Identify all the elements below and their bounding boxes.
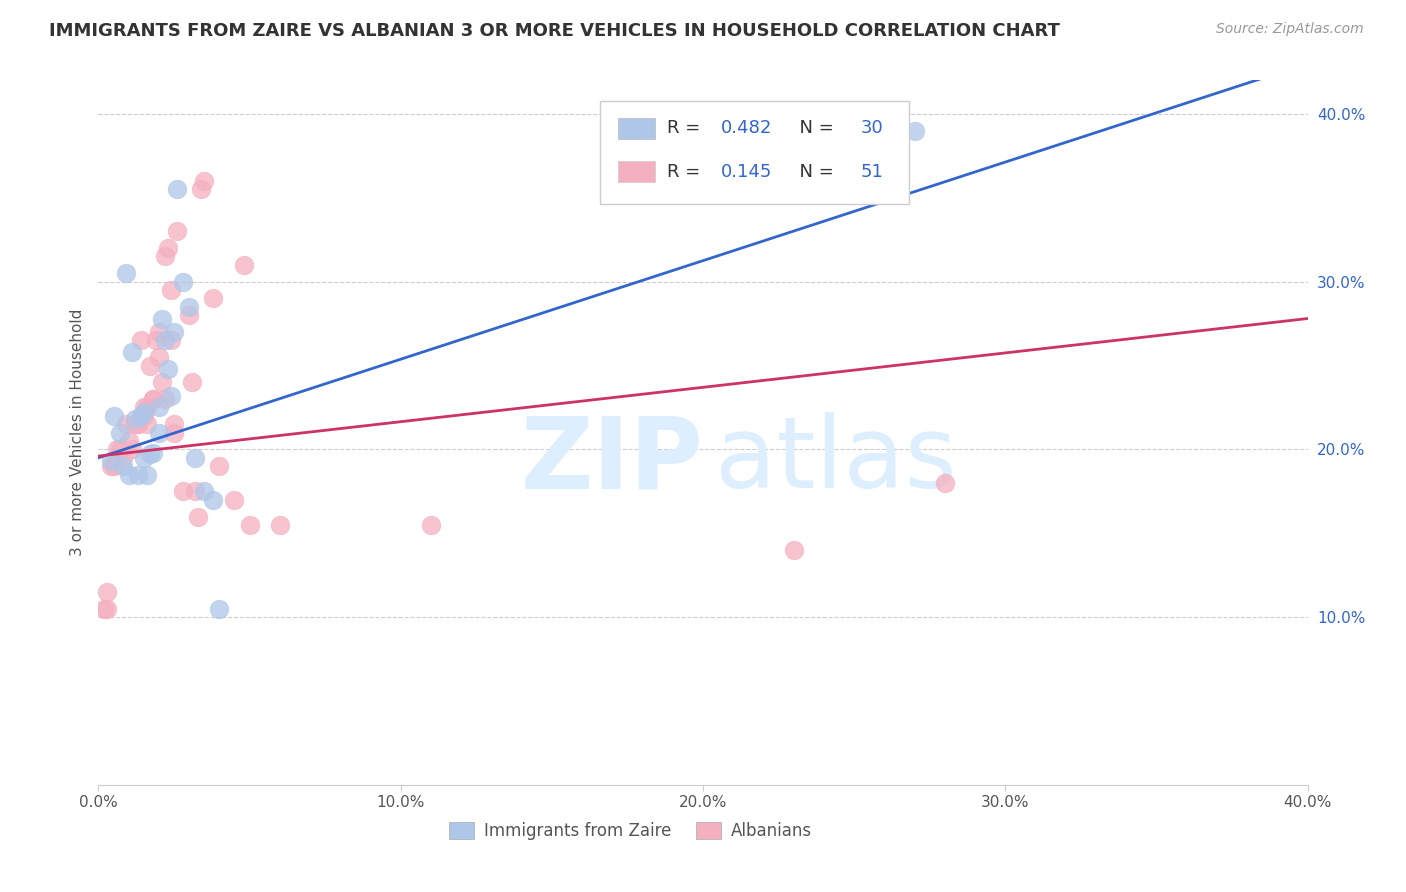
Text: R =: R = (666, 120, 706, 137)
Point (132, 401, 155, 415)
Point (783, 543, 806, 558)
Text: atlas: atlas (716, 412, 956, 509)
Point (105, 442, 128, 457)
Point (150, 376, 173, 390)
Point (135, 467, 157, 482)
Point (153, 334, 176, 348)
Point (420, 517, 443, 532)
FancyBboxPatch shape (619, 118, 655, 139)
Point (148, 350, 170, 364)
Point (135, 417, 157, 432)
Point (142, 392, 165, 406)
Point (129, 334, 152, 348)
Point (139, 359, 162, 373)
Point (172, 275, 194, 289)
Point (127, 417, 149, 432)
Point (153, 250, 176, 264)
Point (148, 401, 170, 415)
Point (208, 602, 231, 616)
Point (160, 283, 183, 297)
Point (96, 602, 118, 616)
Text: 30: 30 (860, 120, 883, 137)
Point (239, 517, 262, 532)
Text: 51: 51 (860, 163, 883, 181)
Point (135, 401, 157, 415)
Point (904, 123, 927, 137)
Point (181, 376, 204, 390)
Point (193, 484, 215, 499)
Point (166, 224, 188, 238)
FancyBboxPatch shape (600, 102, 908, 203)
Point (153, 392, 176, 406)
Point (132, 405, 155, 419)
Point (202, 492, 225, 507)
Text: ZIP: ZIP (520, 412, 703, 509)
Point (124, 417, 146, 432)
Point (172, 484, 194, 499)
Point (160, 389, 183, 403)
Point (142, 446, 165, 460)
Point (232, 258, 254, 272)
FancyBboxPatch shape (619, 161, 655, 183)
Point (118, 434, 141, 448)
Point (129, 409, 152, 423)
Point (224, 492, 246, 507)
Point (124, 412, 146, 426)
Point (100, 454, 122, 468)
Point (184, 484, 207, 499)
Point (208, 459, 231, 474)
Point (190, 182, 212, 196)
Point (103, 459, 125, 474)
Text: 0.145: 0.145 (721, 163, 772, 181)
Point (114, 266, 136, 280)
Text: Source: ZipAtlas.com: Source: ZipAtlas.com (1216, 22, 1364, 37)
Point (184, 450, 207, 465)
Text: N =: N = (787, 120, 839, 137)
Point (111, 459, 134, 474)
Point (129, 409, 152, 423)
Point (127, 467, 149, 482)
Point (145, 334, 167, 348)
Legend: Immigrants from Zaire, Albanians: Immigrants from Zaire, Albanians (441, 815, 818, 847)
Text: N =: N = (787, 163, 839, 181)
Point (96, 585, 118, 599)
Point (202, 292, 225, 306)
Point (934, 475, 956, 490)
Point (150, 311, 173, 326)
Point (132, 409, 155, 423)
Y-axis label: 3 or more Vehicles in Household: 3 or more Vehicles in Household (69, 309, 84, 557)
Point (139, 447, 162, 461)
Point (103, 409, 125, 423)
Point (108, 442, 131, 457)
Point (193, 174, 215, 188)
Point (160, 334, 183, 348)
Point (132, 450, 155, 465)
Point (166, 182, 188, 196)
Point (121, 442, 143, 457)
Point (111, 450, 134, 465)
Point (269, 517, 291, 532)
Point (108, 425, 131, 440)
Point (142, 392, 165, 406)
Point (179, 308, 201, 322)
Point (118, 467, 141, 482)
Point (156, 362, 179, 376)
Text: R =: R = (666, 163, 706, 181)
Text: IMMIGRANTS FROM ZAIRE VS ALBANIAN 3 OR MORE VEHICLES IN HOUSEHOLD CORRELATION CH: IMMIGRANTS FROM ZAIRE VS ALBANIAN 3 OR M… (49, 22, 1060, 40)
Point (156, 241, 179, 255)
Point (163, 325, 186, 339)
Point (127, 417, 149, 432)
Point (121, 345, 143, 359)
Point (100, 459, 122, 474)
Text: 0.482: 0.482 (721, 120, 772, 137)
Point (187, 509, 209, 524)
Point (163, 425, 186, 440)
Point (148, 325, 170, 339)
Point (114, 417, 136, 432)
Point (179, 300, 201, 314)
Point (93, 602, 115, 616)
Point (163, 417, 186, 432)
Point (148, 425, 170, 440)
